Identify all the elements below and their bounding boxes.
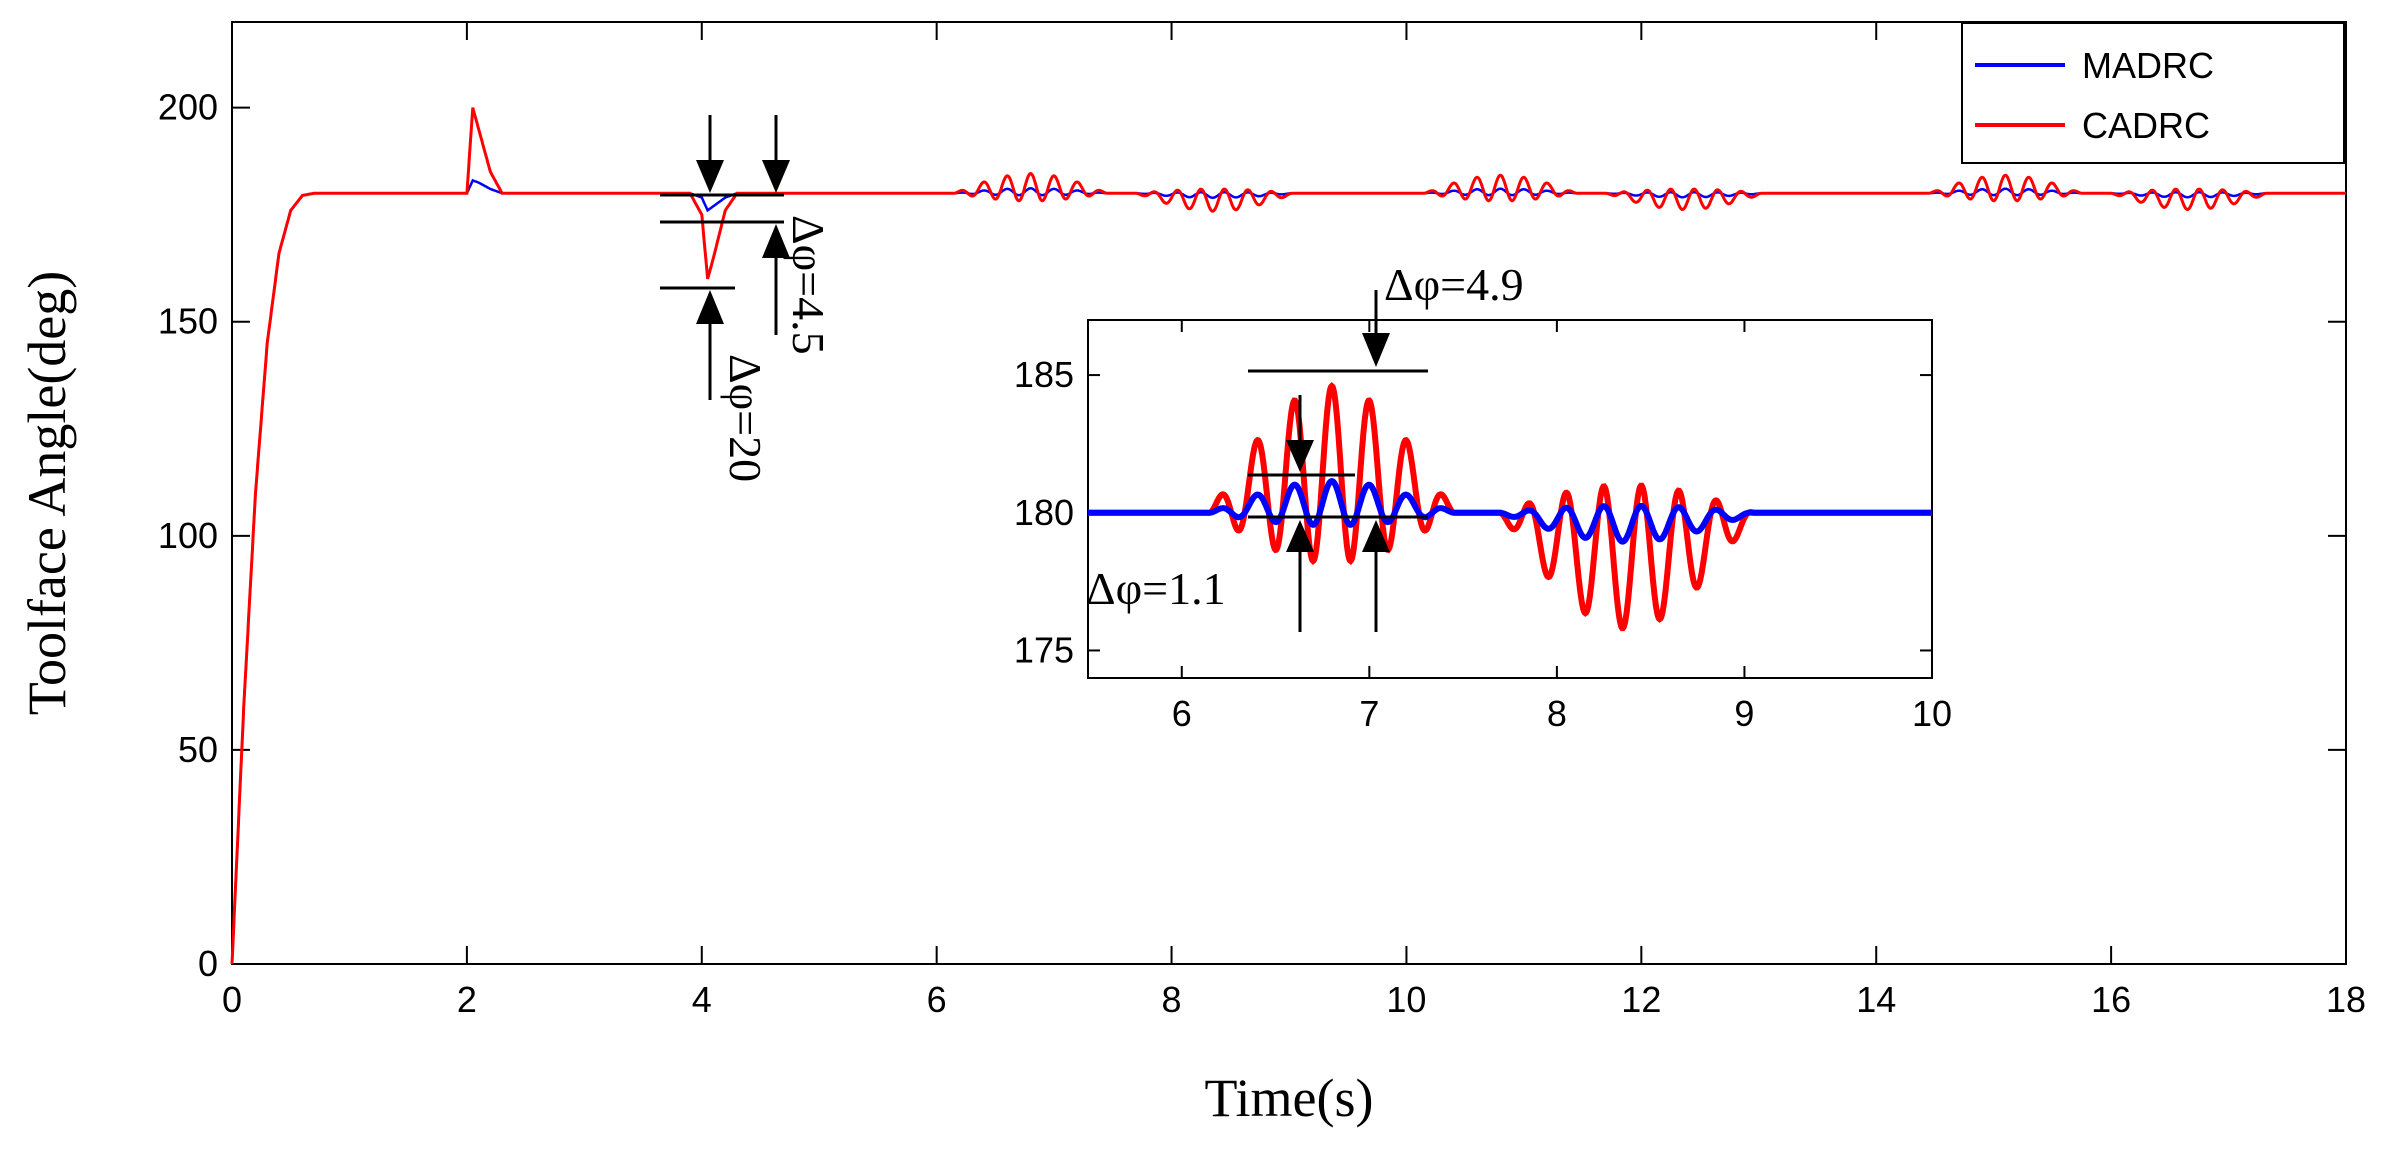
- y-tick-label: 100: [158, 515, 218, 556]
- x-tick-label: 6: [927, 979, 947, 1020]
- inset-x-tick-label: 8: [1547, 693, 1567, 734]
- y-tick-label: 150: [158, 301, 218, 342]
- x-tick-label: 16: [2091, 979, 2131, 1020]
- y-tick-label: 200: [158, 87, 218, 128]
- legend-box: [1961, 22, 2345, 164]
- legend-label-madrc: MADRC: [2082, 45, 2214, 86]
- annotation-delta-20: Δφ=20: [720, 354, 771, 482]
- x-axis-label: Time(s): [1204, 1068, 1373, 1128]
- x-tick-label: 4: [692, 979, 712, 1020]
- annotation-inset-group: [1248, 290, 1428, 632]
- legend: MADRC CADRC: [1961, 22, 2345, 164]
- inset-x-tick-label: 9: [1734, 693, 1754, 734]
- annotation-main-group: [660, 115, 790, 400]
- inset-x-tick-label: 10: [1912, 693, 1952, 734]
- x-tick-label: 0: [222, 979, 242, 1020]
- inset-plot-frame: [1087, 319, 1933, 679]
- x-tick-label: 14: [1856, 979, 1896, 1020]
- x-tick-label: 12: [1621, 979, 1661, 1020]
- x-tick-label: 8: [1162, 979, 1182, 1020]
- inset-y-tick-label: 180: [1014, 492, 1074, 533]
- x-tick-label: 18: [2326, 979, 2366, 1020]
- inset-series-line-madrc: [1088, 477, 1932, 545]
- series-line-cadrc: [230, 107, 2346, 965]
- inset-y-tick-label: 175: [1014, 629, 1074, 670]
- inset-x-tick-label: 7: [1359, 693, 1379, 734]
- inset-y-tick-label: 185: [1014, 354, 1074, 395]
- x-tick-label: 10: [1386, 979, 1426, 1020]
- annotation-delta-4-5: Δφ=4.5: [783, 215, 834, 355]
- legend-label-cadrc: CADRC: [2082, 105, 2210, 146]
- annotation-delta-4-9: Δφ=4.9: [1384, 259, 1524, 310]
- x-tick-label: 2: [457, 979, 477, 1020]
- y-tick-label: 0: [198, 943, 218, 984]
- inset-x-tick-label: 6: [1172, 693, 1192, 734]
- y-axis-label: Toolface Angle(deg): [17, 271, 77, 716]
- annotation-delta-1-1: Δφ=1.1: [1086, 563, 1226, 614]
- y-tick-label: 50: [178, 729, 218, 770]
